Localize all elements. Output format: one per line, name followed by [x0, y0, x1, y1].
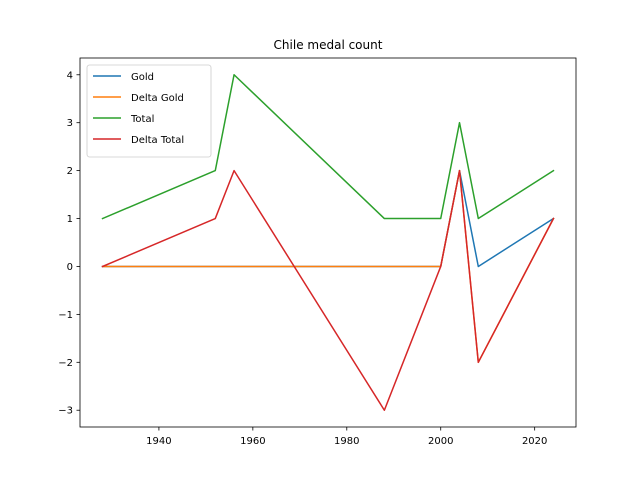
y-axis: 4 3 2 1 0 −1 −2 −3: [58, 70, 80, 417]
x-tick-label: 1940: [146, 436, 171, 447]
plot-frame: [79, 57, 577, 428]
y-tick-label: −2: [58, 358, 73, 369]
x-tick-label: 1960: [240, 436, 265, 447]
legend-label: Delta Gold: [131, 93, 184, 104]
chart-title: Chile medal count: [274, 38, 383, 52]
legend-label: Gold: [131, 72, 154, 83]
y-tick-label: 4: [67, 70, 73, 81]
legend-box: [86, 64, 212, 158]
y-tick-label: 3: [67, 118, 73, 129]
legend-label: Delta Total: [131, 135, 184, 146]
series-line-delta-total: [101, 169, 555, 411]
x-tick-label: 2000: [428, 436, 453, 447]
x-tick-label: 1980: [334, 436, 359, 447]
y-tick-label: 0: [67, 262, 73, 273]
x-axis: 1940 1960 1980 2000 2020: [146, 427, 547, 447]
x-tick-label: 2020: [522, 436, 547, 447]
y-tick-label: 1: [67, 214, 73, 225]
legend-label: Total: [130, 114, 154, 125]
series-layer: [101, 74, 555, 411]
series-line-total: [101, 74, 555, 220]
y-tick-label: 2: [67, 166, 73, 177]
y-tick-label: −1: [58, 310, 73, 321]
y-tick-label: −3: [58, 406, 73, 417]
legend: Gold Delta Gold Total Delta Total: [86, 64, 212, 158]
